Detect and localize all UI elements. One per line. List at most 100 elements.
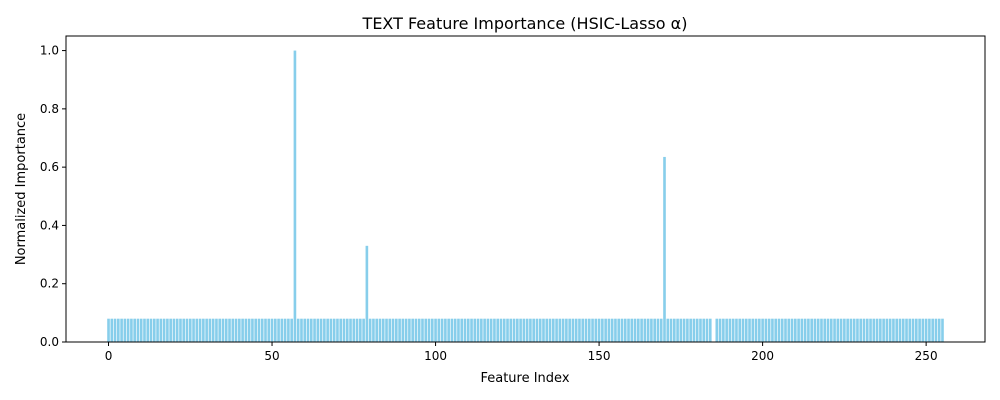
bar-feature-38 bbox=[231, 318, 235, 342]
bar-feature-199 bbox=[758, 318, 761, 342]
bar-feature-64 bbox=[316, 318, 320, 342]
bar-feature-17 bbox=[162, 318, 166, 342]
bar-feature-109 bbox=[463, 318, 467, 342]
bar-feature-226 bbox=[846, 318, 849, 342]
bar-feature-49 bbox=[267, 318, 271, 342]
bar-feature-162 bbox=[637, 318, 640, 342]
bar-feature-222 bbox=[833, 318, 836, 342]
bar-feature-149 bbox=[594, 318, 598, 342]
bar-feature-147 bbox=[587, 318, 591, 342]
bar-feature-134 bbox=[545, 318, 549, 342]
bar-feature-66 bbox=[323, 318, 326, 342]
bar-feature-196 bbox=[748, 318, 751, 342]
bar-feature-169 bbox=[659, 318, 663, 342]
plot-frame bbox=[65, 35, 986, 343]
bar-feature-254 bbox=[937, 318, 941, 342]
y-tick-label: 0.2 bbox=[40, 277, 59, 291]
bar-feature-99 bbox=[430, 318, 434, 342]
bar-feature-24 bbox=[185, 318, 189, 342]
bar-feature-197 bbox=[751, 318, 755, 342]
bar-feature-214 bbox=[807, 318, 810, 342]
bar-feature-52 bbox=[277, 318, 280, 342]
bar-feature-195 bbox=[744, 318, 748, 342]
y-tick-label: 0.6 bbox=[40, 160, 59, 174]
bar-feature-98 bbox=[427, 318, 431, 342]
bar-feature-131 bbox=[535, 318, 539, 342]
bar-feature-136 bbox=[551, 318, 555, 342]
bar-feature-229 bbox=[856, 318, 859, 342]
bar-feature-106 bbox=[453, 318, 457, 342]
x-axis-title: Feature Index bbox=[480, 371, 569, 386]
bar-feature-87 bbox=[391, 318, 395, 342]
bar-feature-194 bbox=[741, 318, 745, 342]
bar-feature-113 bbox=[476, 318, 480, 342]
bar-feature-89 bbox=[398, 318, 401, 342]
bar-feature-4 bbox=[120, 318, 123, 342]
bar-feature-150 bbox=[597, 318, 601, 342]
x-tick-label: 200 bbox=[751, 349, 774, 363]
bar-feature-10 bbox=[139, 318, 143, 342]
bar-feature-130 bbox=[532, 318, 535, 342]
bar-feature-129 bbox=[529, 318, 532, 342]
bar-feature-142 bbox=[571, 318, 575, 342]
bar-feature-192 bbox=[735, 318, 738, 342]
bar-feature-42 bbox=[244, 318, 248, 342]
bar-feature-119 bbox=[496, 318, 500, 342]
bar-feature-193 bbox=[738, 318, 742, 342]
bar-feature-124 bbox=[512, 318, 516, 342]
bar-feature-215 bbox=[810, 318, 813, 342]
bar-feature-250 bbox=[924, 318, 928, 342]
bar-feature-27 bbox=[195, 318, 199, 342]
bar-feature-7 bbox=[130, 318, 133, 342]
bar-feature-82 bbox=[375, 318, 379, 342]
bar-feature-118 bbox=[493, 318, 496, 342]
bar-feature-59 bbox=[300, 318, 303, 342]
bar-feature-135 bbox=[548, 318, 552, 342]
bar-feature-168 bbox=[656, 318, 660, 342]
bar-feature-16 bbox=[159, 318, 163, 342]
bar-feature-158 bbox=[623, 318, 627, 342]
bar-feature-72 bbox=[342, 318, 346, 342]
bar-feature-239 bbox=[888, 318, 892, 342]
bar-feature-155 bbox=[614, 318, 617, 342]
x-tick-label: 100 bbox=[424, 349, 447, 363]
bar-feature-218 bbox=[820, 318, 823, 342]
bar-feature-154 bbox=[610, 318, 614, 342]
bar-feature-157 bbox=[620, 318, 624, 342]
bar-feature-232 bbox=[865, 318, 869, 342]
bar-feature-22 bbox=[179, 318, 182, 342]
bar-feature-44 bbox=[251, 318, 254, 342]
bar-feature-79 bbox=[365, 245, 369, 342]
bar-feature-240 bbox=[892, 318, 895, 342]
bar-feature-211 bbox=[797, 318, 800, 342]
chart-title: TEXT Feature Importance (HSIC-Lasso α) bbox=[362, 14, 688, 33]
bar-feature-171 bbox=[666, 318, 670, 342]
bar-feature-145 bbox=[581, 318, 585, 342]
bar-feature-255 bbox=[941, 318, 944, 342]
bar-feature-68 bbox=[329, 318, 333, 342]
bar-feature-174 bbox=[676, 318, 679, 342]
bar-feature-217 bbox=[816, 318, 820, 342]
bar-feature-201 bbox=[764, 318, 768, 342]
bar-feature-55 bbox=[287, 318, 290, 342]
y-tick-label: 0.0 bbox=[40, 335, 59, 349]
bar-feature-78 bbox=[362, 318, 365, 342]
bar-feature-90 bbox=[401, 318, 405, 342]
bar-feature-243 bbox=[901, 318, 905, 342]
bar-feature-41 bbox=[241, 318, 244, 342]
bar-feature-29 bbox=[202, 318, 205, 342]
bar-feature-62 bbox=[309, 318, 313, 342]
bar-feature-46 bbox=[257, 318, 261, 342]
bar-feature-43 bbox=[247, 318, 251, 342]
bar-feature-35 bbox=[221, 318, 225, 342]
bar-feature-73 bbox=[345, 318, 349, 342]
bar-feature-115 bbox=[483, 318, 486, 342]
bar-feature-205 bbox=[777, 318, 781, 342]
bar-feature-177 bbox=[686, 318, 689, 342]
bar-feature-166 bbox=[650, 318, 653, 342]
bar-feature-84 bbox=[381, 318, 385, 342]
bar-feature-127 bbox=[522, 318, 526, 342]
bar-feature-252 bbox=[931, 318, 934, 342]
bar-feature-14 bbox=[152, 318, 156, 342]
